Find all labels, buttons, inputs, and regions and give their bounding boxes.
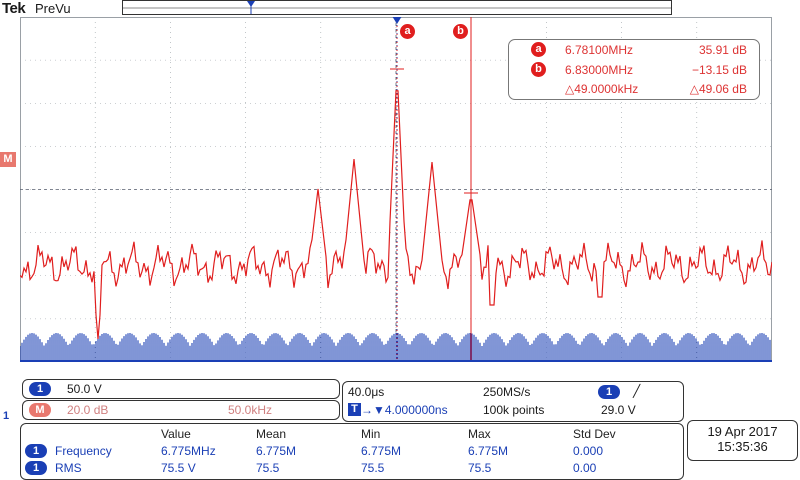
record-view-bar[interactable] — [122, 0, 672, 15]
channel1-scale: 50.0 V — [67, 382, 102, 396]
cursor-a-frequency: 6.78100MHz — [565, 43, 634, 57]
math-badge: M — [29, 403, 51, 417]
record-length: 100k points — [483, 403, 545, 417]
channel1-ground-marker[interactable]: 1 — [3, 410, 10, 422]
time-text: 15:35:36 — [717, 439, 768, 454]
table-row: 1 RMS 75.5 V 75.5 75.5 75.5 0.00 — [21, 460, 683, 477]
trigger-slope-icon: ╱ — [633, 384, 641, 398]
trigger-source-badge: 1 — [598, 385, 620, 399]
fft-trace — [19, 90, 773, 340]
math-settings[interactable]: M 20.0 dB 50.0kHz — [22, 400, 340, 420]
timebase-trigger-panel[interactable]: 40.0μs 250MS/s 1 ╱ T →▼4.000000ns 100k p… — [342, 381, 684, 422]
cursor-b-line[interactable] — [464, 17, 478, 362]
measurement-max: 6.775M — [468, 444, 509, 458]
record-window-icon — [123, 1, 671, 14]
cursor-a-label[interactable]: a — [400, 24, 415, 39]
cursor-delta-readout: △49.0000kHz △49.06 dB — [509, 80, 759, 98]
row-channel-badge: 1 — [25, 461, 47, 475]
measurement-name: Frequency — [55, 444, 112, 458]
measurement-mean: 75.5 — [256, 461, 280, 475]
measurement-std-dev: 0.00 — [573, 461, 597, 475]
measurement-std-dev: 0.000 — [573, 444, 604, 458]
delta-frequency: △49.0000kHz — [565, 82, 639, 96]
cursor-readout-panel: a 6.78100MHz 35.91 dB b 6.83000MHz −13.1… — [508, 39, 760, 100]
row-channel-badge: 1 — [25, 444, 47, 458]
horizontal-scale: 40.0μs — [348, 385, 385, 399]
measurement-value: 75.5 V — [161, 461, 196, 475]
sample-rate: 250MS/s — [483, 385, 531, 399]
math-reference-marker[interactable]: M — [0, 152, 16, 167]
math-span: 50.0kHz — [228, 403, 273, 417]
measurement-min: 6.775M — [361, 444, 402, 458]
trigger-level: 29.0 V — [601, 403, 636, 417]
trigger-position-marker — [392, 16, 402, 362]
top-bar: Tek PreVu — [0, 0, 800, 18]
spectrum-graph — [19, 16, 773, 362]
measurement-min: 75.5 — [361, 461, 385, 475]
channel1-settings[interactable]: 1 50.0 V — [22, 379, 340, 399]
col-header-value: Value — [161, 427, 191, 441]
datetime-display: 19 Apr 2017 15:35:36 — [687, 420, 798, 461]
math-scale: 20.0 dB — [67, 403, 109, 417]
measurement-max: 75.5 — [468, 461, 492, 475]
measurement-name: RMS — [55, 461, 82, 475]
cursor-b-value: −13.15 dB — [691, 63, 747, 77]
cursor-a-badge: a — [531, 42, 546, 57]
col-header-min: Min — [361, 427, 381, 441]
table-row: 1 Frequency 6.775MHz 6.775M 6.775M 6.775… — [21, 443, 683, 460]
cursor-a-value: 35.91 dB — [698, 43, 747, 57]
brand-logo: Tek — [2, 0, 26, 17]
cursor-b-badge: b — [531, 62, 546, 77]
col-header-std-dev: Std Dev — [573, 427, 616, 441]
col-header-mean: Mean — [256, 427, 287, 441]
waveform-display[interactable] — [19, 16, 773, 362]
delta-value: △49.06 dB — [689, 82, 747, 96]
col-header-max: Max — [468, 427, 491, 441]
channel1-badge: 1 — [29, 382, 51, 396]
cursor-a-readout: a 6.78100MHz 35.91 dB — [509, 41, 759, 59]
acquisition-mode: PreVu — [35, 1, 71, 16]
measurements-panel[interactable]: Value Mean Min Max Std Dev 1 Frequency 6… — [20, 423, 684, 480]
date-text: 19 Apr 2017 — [707, 424, 778, 439]
cursor-b-label[interactable]: b — [453, 24, 468, 39]
trigger-position-icon: T — [348, 403, 361, 416]
measurement-mean: 6.775M — [256, 444, 297, 458]
cursor-b-readout: b 6.83000MHz −13.15 dB — [509, 61, 759, 79]
trigger-position: →▼4.000000ns — [361, 403, 448, 417]
cursor-b-frequency: 6.83000MHz — [565, 63, 634, 77]
measurement-value: 6.775MHz — [161, 444, 216, 458]
